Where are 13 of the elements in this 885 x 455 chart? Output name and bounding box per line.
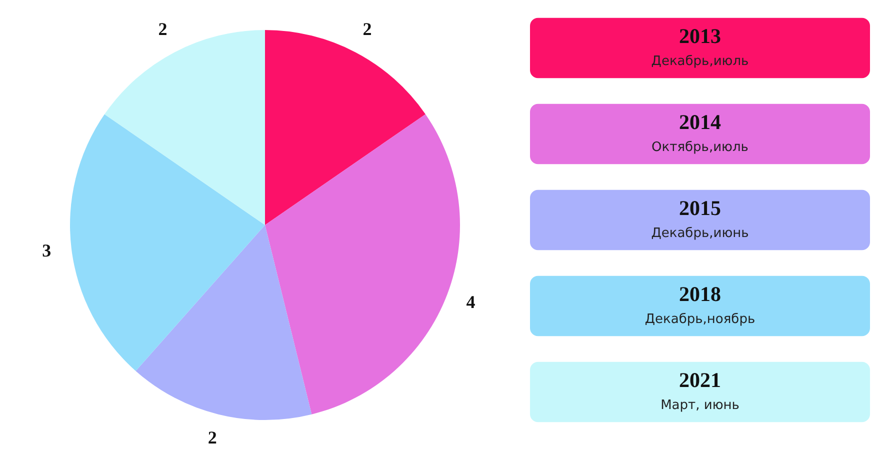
data-label: 3 xyxy=(42,240,52,261)
pie-slice xyxy=(70,114,265,371)
category-label: 2013 Декабрь,июль xyxy=(651,24,749,69)
category-label: 2021 Март, июнь xyxy=(660,368,740,413)
category-label: 2014 Октябрь,июль xyxy=(652,110,748,155)
category-label: 2018 Декабрь,ноябрь xyxy=(644,282,756,327)
pie-slice xyxy=(265,114,460,414)
pie-slice xyxy=(136,225,312,420)
data-label: 2 xyxy=(158,19,168,40)
data-label: 2 xyxy=(362,19,372,40)
data-label: 4 xyxy=(466,292,476,312)
category-label: 2015 Декабрь,июнь xyxy=(651,196,749,241)
data-label: 2 xyxy=(208,428,217,448)
